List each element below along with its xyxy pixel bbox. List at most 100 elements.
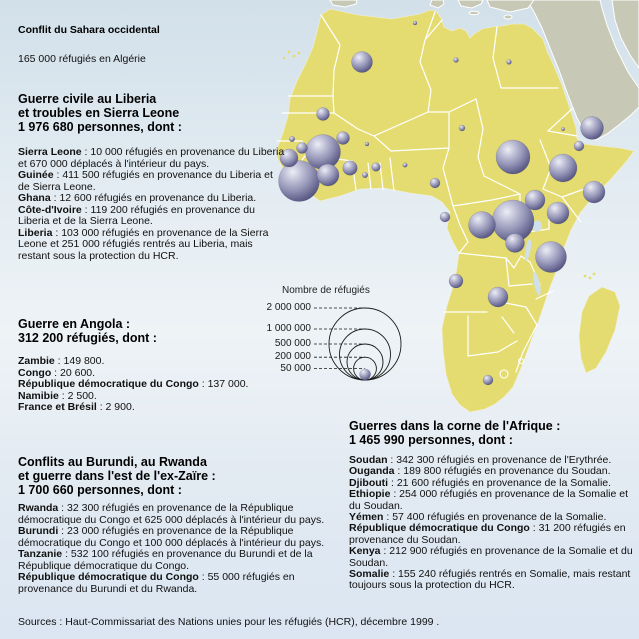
refugee-sphere-centrafrique — [439, 211, 451, 223]
turkey-land — [486, 0, 535, 13]
refugee-sphere-gambie — [289, 135, 296, 142]
horn-section-title: Guerres dans la corne de l'Afrique : 1 4… — [349, 419, 561, 448]
detail-entry: Ghana : 12 600 réfugiés en provenance du… — [18, 192, 257, 204]
lake-victoria — [532, 220, 542, 232]
madagascar-island — [578, 286, 621, 374]
legend-title: Nombre de réfugiés — [282, 285, 370, 296]
detail-entry: République démocratique du Congo : 31 20… — [349, 522, 626, 546]
burundi-section-details: Rwanda : 32 300 réfugiés en provenance d… — [18, 502, 340, 595]
cyprus-island — [503, 14, 513, 20]
title-line: Guerre civile au Liberia — [18, 92, 157, 106]
detail-entry: Congo : 20 600. — [18, 366, 96, 379]
refugee-sphere-sénégal — [279, 148, 299, 168]
spain-land — [329, 0, 358, 8]
small-islands — [282, 50, 596, 280]
sahara-subtitle: 165 000 réfugiés en Algérie — [18, 53, 146, 65]
legend-circles-layer — [314, 307, 402, 381]
detail-entry: Burundi : 23 000 réfugiés en provenance … — [18, 525, 325, 549]
refugee-sphere-rwanda-burundi — [505, 233, 525, 253]
refugee-sphere-somalie — [582, 180, 606, 204]
detail-entry: Ethiopie : 254 000 réfugiés en provenanc… — [349, 488, 628, 512]
lake-tanganyika — [524, 239, 532, 261]
title-line: Guerre en Angola : — [18, 317, 131, 331]
refugee-sphere-nigeria — [429, 177, 441, 189]
title-line: Guerres dans la corne de l'Afrique : — [349, 419, 561, 433]
refugee-sphere-soudan — [495, 139, 531, 175]
refugee-sphere-algérie — [351, 51, 373, 73]
detail-entry: Namibie : 2 500. — [18, 389, 97, 402]
arabia-levant-land — [526, 0, 639, 141]
iran-land — [611, 0, 639, 69]
detail-entry: Soudan : 342 300 réfugiés en provenance … — [349, 454, 612, 466]
refugee-sphere-mauritanie — [316, 107, 330, 121]
refugee-sphere-tunisie — [412, 20, 418, 26]
liberia-section-details: Sierra Leone : 10 000 réfugiés en proven… — [18, 146, 286, 262]
legend-circle-50000 — [359, 368, 371, 380]
refugee-sphere-égypte — [506, 59, 512, 65]
lake-malawi — [533, 272, 541, 296]
refugee-sphere-kenya — [546, 201, 570, 225]
sicily-island — [429, 0, 445, 9]
detail-entry: Rwanda : 32 300 réfugiés en provenance d… — [18, 502, 325, 526]
legend-label-500000: 500 000 — [274, 338, 311, 349]
title-line: 312 200 réfugiés, dont : — [18, 330, 157, 345]
title-line: 1 700 660 personnes, dont : — [18, 482, 182, 497]
refugee-sphere-yémen — [580, 116, 604, 140]
detail-entry: France et Brésil : 2 900. — [18, 401, 135, 413]
refugee-sphere-liberia — [316, 163, 340, 187]
swaziland-outline — [517, 357, 525, 365]
detail-entry: Côte-d'Ivoire : 119 200 réfugiés en prov… — [18, 203, 255, 227]
title-line: Conflits au Burundi, au Rwanda — [18, 455, 207, 469]
refugee-sphere-ouganda — [524, 189, 546, 211]
angola-section-details: Zambie : 149 800. Congo : 20 600. Républiq… — [18, 355, 318, 414]
refugee-sphere-éthiopie — [548, 153, 578, 183]
liberia-section-title: Guerre civile au Liberia et troubles en … — [18, 92, 182, 134]
refugee-sphere-mali — [336, 131, 350, 145]
legend-label-50000: 50 000 — [280, 363, 311, 374]
burundi-section-title: Conflits au Burundi, au Rwanda et guerre… — [18, 455, 216, 497]
refugee-sphere-ghana — [371, 162, 381, 172]
lakes — [524, 220, 542, 296]
other-landmasses — [329, 0, 639, 141]
detail-entry: Liberia : 103 000 réfugiés en provenance… — [18, 226, 269, 262]
detail-entry: Djibouti : 21 600 réfugiés en provenance… — [349, 476, 612, 489]
horn-section-details: Soudan : 342 300 réfugiés en provenance … — [349, 454, 637, 592]
detail-entry: République démocratique du Congo : 137 0… — [18, 378, 249, 390]
refugee-sphere-congo — [468, 211, 496, 239]
detail-entry: Guinée : 411 500 réfugiés en provenance … — [18, 169, 273, 193]
refugee-sphere-tchad — [458, 124, 466, 132]
refugee-spheres-layer — [278, 20, 606, 386]
detail-entry: Kenya : 212 900 réfugiés en provenance d… — [349, 545, 633, 569]
title-line: et troubles en Sierra Leone — [18, 105, 180, 120]
legend-label-2000000: 2 000 000 — [266, 302, 312, 313]
greece-land — [457, 0, 484, 9]
refugee-sphere-afrique-du-sud — [482, 374, 494, 386]
refugee-sphere-zambie — [487, 286, 509, 308]
refugee-sphere-guinée — [305, 134, 341, 170]
refugee-sphere-djibouti — [573, 140, 585, 152]
detail-entry: Zambie : 149 800. — [18, 355, 105, 367]
refugee-sphere-guinée-bissau — [296, 142, 308, 154]
refugee-sphere-tanzanie — [535, 241, 567, 273]
detail-entry: Somalie : 155 240 réfugiés rentrés en So… — [349, 568, 631, 592]
refugee-sphere-côte-d-ivoire — [342, 160, 358, 176]
detail-entry: Yémen : 57 400 réfugiés en provenance de… — [349, 511, 607, 524]
sahara-title: Conflit du Sahara occidental — [18, 24, 160, 36]
legend-circle-200000 — [353, 356, 377, 381]
detail-entry: République démocratique du Congo : 55 00… — [18, 571, 295, 595]
crete-island — [468, 10, 480, 16]
detail-entry: Sierra Leone : 10 000 réfugiés en proven… — [18, 146, 285, 170]
refugee-sphere-togo — [362, 171, 369, 178]
refugee-sphere-burkina — [364, 141, 370, 147]
title-line: et guerre dans l'est de l'ex-Zaïre : — [18, 468, 216, 483]
angola-section-title: Guerre en Angola : 312 200 réfugiés, don… — [18, 317, 157, 346]
lesotho-outline — [499, 369, 509, 379]
refugee-sphere-libye — [453, 57, 459, 63]
detail-entry: Tanzanie : 532 100 réfugiés en provenanc… — [18, 548, 313, 572]
enclave-borders — [499, 357, 525, 379]
legend-label-1000000: 1 000 000 — [266, 323, 312, 334]
refugee-sphere-angola — [448, 273, 464, 289]
refugee-sphere-érythrée — [561, 126, 566, 131]
title-line: 1 465 990 personnes, dont : — [349, 432, 513, 447]
